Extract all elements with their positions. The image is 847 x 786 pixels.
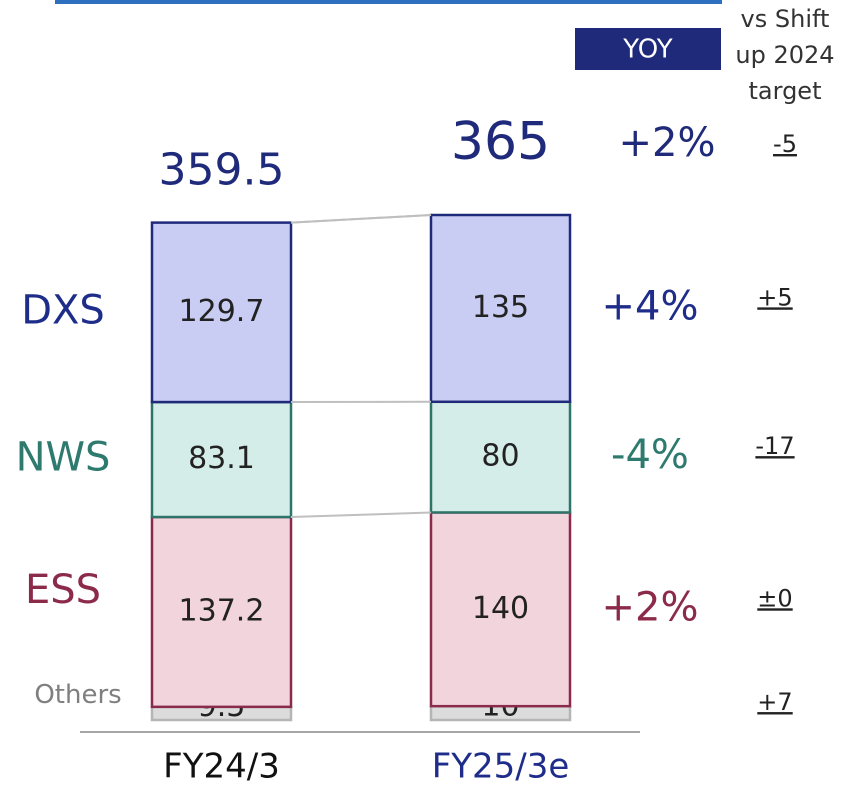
yoy-value: +2% xyxy=(602,584,699,630)
target-header: vs Shift xyxy=(741,5,830,33)
target-header: up 2024 xyxy=(735,41,834,69)
series-label: Others xyxy=(34,680,121,710)
yoy-header: YOY xyxy=(622,35,673,65)
bar-segment xyxy=(150,221,293,404)
series-label: DXS xyxy=(21,287,105,333)
yoy-value: +4% xyxy=(602,283,699,329)
connector xyxy=(290,511,432,519)
total-label: 359.5 xyxy=(159,145,285,196)
total-yoy: +2% xyxy=(619,120,716,166)
value-label: 135 xyxy=(472,290,529,325)
yoy-value: -4% xyxy=(611,432,689,478)
target-value: -17 xyxy=(755,432,794,460)
value-label: 137.2 xyxy=(179,593,265,628)
value-label: 80 xyxy=(481,439,519,474)
series-label: NWS xyxy=(16,435,111,481)
target-value: +5 xyxy=(757,283,792,311)
bar-segment xyxy=(429,213,572,404)
total-label: 365 xyxy=(451,112,550,172)
bar-segment xyxy=(150,515,293,709)
target-value: ±0 xyxy=(757,584,792,612)
value-label: 129.7 xyxy=(179,294,265,329)
bar-segment xyxy=(150,400,293,519)
value-label: 83.1 xyxy=(188,441,255,476)
x-tick-label: FY25/3e xyxy=(432,747,570,786)
bar-segment xyxy=(429,511,572,708)
total-target: -5 xyxy=(773,130,797,158)
series-label: ESS xyxy=(25,567,101,613)
target-value: +7 xyxy=(757,688,792,716)
value-label: 140 xyxy=(472,591,529,626)
x-tick-label: FY24/3 xyxy=(163,747,280,786)
target-header: target xyxy=(749,77,822,105)
connector xyxy=(290,214,432,224)
bar-segment xyxy=(429,400,572,514)
yoy-header-box xyxy=(575,28,721,70)
